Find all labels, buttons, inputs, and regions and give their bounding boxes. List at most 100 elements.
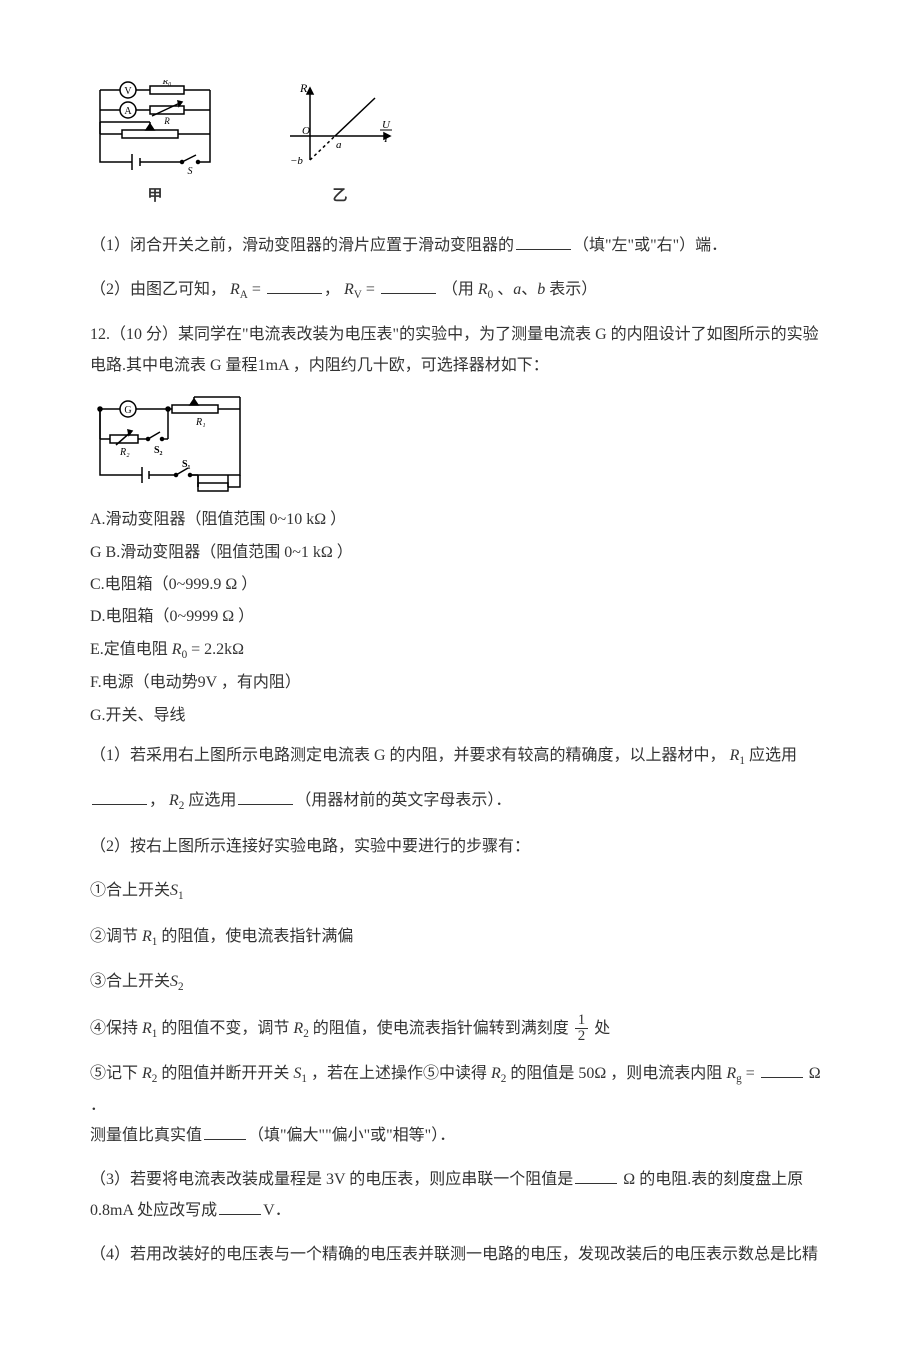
r0: R bbox=[478, 281, 488, 298]
option-e: E.定值电阻 R0 = 2.2kΩ bbox=[90, 635, 830, 666]
s4-m1: 的阻值不变，调节 bbox=[161, 1020, 289, 1037]
s4-pre: ④保持 bbox=[90, 1020, 138, 1037]
frac-den: 2 bbox=[575, 1029, 589, 1045]
ra-sub: A bbox=[240, 289, 248, 301]
s3-s: S bbox=[170, 973, 178, 990]
p1-mid3: 应选用 bbox=[188, 792, 236, 809]
blank bbox=[761, 1062, 803, 1078]
s4-m2: 的阻值，使电流表指针偏转到满刻度 bbox=[313, 1020, 569, 1037]
option-g: G.开关、导线 bbox=[90, 701, 830, 731]
blank bbox=[381, 278, 436, 294]
p1-r1s: 1 bbox=[739, 755, 745, 767]
s5-m1: 的阻值并断开开关 bbox=[161, 1065, 289, 1082]
svg-text:R₀: R₀ bbox=[162, 80, 172, 86]
rv-sub: V bbox=[354, 289, 362, 301]
s4-r2s: 2 bbox=[303, 1028, 309, 1040]
graph-diagram: R O a −b U I bbox=[280, 80, 400, 180]
blank bbox=[92, 789, 147, 805]
svg-text:R: R bbox=[163, 116, 170, 126]
s2-rs: 1 bbox=[152, 936, 158, 948]
s3-pre: ③合上开关 bbox=[90, 973, 170, 990]
step3: ③合上开关S2 bbox=[90, 967, 830, 998]
opt-f-val: 9V bbox=[198, 674, 217, 691]
ra: R bbox=[230, 281, 240, 298]
s5-val: 50Ω bbox=[578, 1065, 606, 1082]
paren2: 表示） bbox=[549, 281, 597, 298]
q12-p2-title: （2）按右上图所示连接好实验电路，实验中要进行的步骤有： bbox=[90, 832, 830, 862]
s5-r2b: R bbox=[491, 1065, 501, 1082]
p1-r2: R bbox=[169, 792, 179, 809]
step5: ⑤记下 R2 的阻值并断开开关 S1 ，若在上述操作⑤中读得 R2 的阻值是 5… bbox=[90, 1059, 830, 1151]
s5-r2bs: 2 bbox=[501, 1073, 507, 1085]
opt-f-pre: F.电源（电动势 bbox=[90, 674, 198, 691]
opt-e-r: R bbox=[172, 641, 182, 658]
p3-unit: Ω 的电阻.表的刻度盘上原 bbox=[619, 1171, 803, 1188]
s5-m4: ，则电流表内阻 bbox=[610, 1065, 722, 1082]
option-d: D.电阻箱（0~9999 Ω ） bbox=[90, 602, 830, 632]
p1-mid2: ， bbox=[149, 792, 165, 809]
blank bbox=[238, 789, 293, 805]
s1-s: S bbox=[170, 882, 178, 899]
eq: = bbox=[252, 281, 265, 298]
blank bbox=[267, 278, 322, 294]
paren: （用 bbox=[442, 281, 474, 298]
fraction-half: 12 bbox=[575, 1013, 589, 1046]
s1-pre: ①合上开关 bbox=[90, 882, 170, 899]
s5-eq: = bbox=[746, 1065, 759, 1082]
options-list: A.滑动变阻器（阻值范围 0~10 kΩ ） G B.滑动变阻器（阻值范围 0~… bbox=[90, 505, 830, 731]
option-b: G B.滑动变阻器（阻值范围 0~1 kΩ ） bbox=[90, 538, 830, 568]
blank bbox=[575, 1168, 617, 1184]
p1-post: （用器材前的英文字母表示）． bbox=[295, 792, 511, 809]
circuit-figure-1: V A R₀ R S 甲 bbox=[90, 80, 220, 211]
svg-text:A: A bbox=[124, 106, 132, 117]
svg-text:S₂: S₂ bbox=[154, 445, 163, 456]
q12-stem: 12.（10 分）某同学在"电流表改装为电压表"的实验中，为了测量电流表 G 的… bbox=[90, 320, 830, 381]
s4-post: 处 bbox=[594, 1020, 610, 1037]
svg-text:R₁: R₁ bbox=[195, 417, 206, 428]
q12-p3: （3）若要将电流表改装成量程是 3V 的电压表，则应串联一个阻值是 Ω 的电阻.… bbox=[90, 1165, 830, 1226]
step1: ①合上开关S1 bbox=[90, 876, 830, 907]
b: b bbox=[537, 281, 545, 298]
s4-r1: R bbox=[142, 1020, 152, 1037]
s5-m2: ，若在上述操作⑤中读得 bbox=[311, 1065, 487, 1082]
q12-stem-val: 1mA bbox=[258, 357, 289, 374]
svg-text:R₂: R₂ bbox=[119, 447, 130, 458]
s5-r2s: 2 bbox=[152, 1073, 158, 1085]
s5-pre: ⑤记下 bbox=[90, 1065, 138, 1082]
q11-p1-pre: （1）闭合开关之前，滑动变阻器的滑片应置于滑动变阻器的 bbox=[90, 237, 514, 254]
s2-post: 的阻值，使电流表指针满偏 bbox=[161, 928, 353, 945]
s2-r: R bbox=[142, 928, 152, 945]
frac-num: 1 bbox=[575, 1013, 589, 1030]
graph-figure: R O a −b U I 乙 bbox=[280, 80, 400, 211]
svg-text:O: O bbox=[302, 125, 310, 137]
s5-m3: 的阻值是 bbox=[510, 1065, 574, 1082]
opt-e-eq: = 2.2kΩ bbox=[187, 641, 244, 658]
svg-text:a: a bbox=[336, 139, 342, 151]
p1-r1: R bbox=[730, 747, 740, 764]
p3-m2: 处应改写成 bbox=[137, 1202, 217, 1219]
p3-m1: 的电压表，则应串联一个阻值是 bbox=[349, 1171, 573, 1188]
figure-1-label: 甲 bbox=[147, 182, 162, 211]
comma: ， bbox=[324, 281, 340, 298]
option-a: A.滑动变阻器（阻值范围 0~10 kΩ ） bbox=[90, 505, 830, 535]
s5-rg: R bbox=[726, 1065, 736, 1082]
circuit-diagram-2: G R₁ R₂ S₂ S₁ bbox=[90, 395, 250, 495]
s5-l2-post: （填"偏大""偏小"或"相等"）． bbox=[248, 1127, 455, 1144]
svg-text:S: S bbox=[188, 166, 193, 177]
step2: ②调节 R1 的阻值，使电流表指针满偏 bbox=[90, 922, 830, 953]
p3-val: 3V bbox=[326, 1171, 345, 1188]
q12-p1b: ， R2 应选用（用器材前的英文字母表示）． bbox=[90, 786, 830, 817]
q12-stem-mid: ，内阻约几十欧，可选择器材如下： bbox=[289, 357, 549, 374]
svg-text:G: G bbox=[124, 405, 131, 416]
eq2: = bbox=[366, 281, 379, 298]
svg-text:U: U bbox=[382, 119, 391, 131]
circuit-figure-2: G R₁ R₂ S₂ S₁ bbox=[90, 395, 830, 495]
svg-text:R: R bbox=[299, 81, 308, 95]
step4: ④保持 R1 的阻值不变，调节 R2 的阻值，使电流表指针偏转到满刻度 12 处 bbox=[90, 1013, 830, 1046]
opt-e-pre: E.定值电阻 bbox=[90, 641, 168, 658]
opt-f-post: ，有内阻） bbox=[217, 674, 301, 691]
s5-l2-pre: 测量值比真实值 bbox=[90, 1127, 202, 1144]
q11-part2: （2）由图乙可知， RA = ， RV = （用 R0 、a、b 表示） bbox=[90, 275, 830, 306]
q12-p4: （4）若用改装好的电压表与一个精确的电压表并联测一电路的电压，发现改装后的电压表… bbox=[90, 1240, 830, 1270]
rv: R bbox=[344, 281, 354, 298]
